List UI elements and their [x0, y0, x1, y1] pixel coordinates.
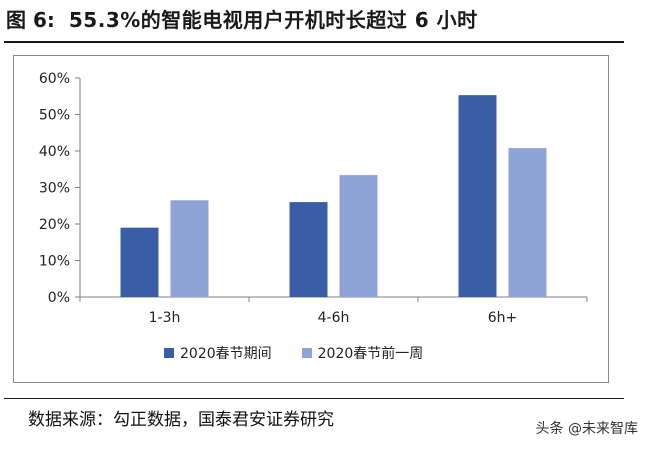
- x-tick-label: 6h+: [488, 310, 518, 326]
- bar-2-4-6h: [339, 175, 378, 297]
- source-divider: [4, 398, 624, 399]
- watermark: 头条 @未来智库: [535, 421, 638, 437]
- figure-title: 图 6: 55.3%的智能电视用户开机时长超过 6 小时: [6, 4, 478, 32]
- legend-swatch-series-2: [301, 348, 312, 358]
- y-tick-label: 0%: [48, 290, 70, 306]
- chart-legend: 2020春节期间 2020春节前一周: [164, 343, 423, 363]
- source-note: 数据来源：勾正数据，国泰君安证券研究: [28, 410, 334, 430]
- y-tick-label: 10%: [39, 254, 70, 270]
- x-tick-label: 4-6h: [318, 310, 350, 326]
- bar-1-4-6h: [289, 202, 328, 297]
- bar-chart: 0% 10% 20% 30% 40% 50% 60% 1-3h 4-6h 6h+: [39, 71, 588, 326]
- legend-swatch-series-1: [164, 348, 174, 358]
- x-tick-label: 1-3h: [149, 310, 181, 326]
- bar-1-1-3h: [120, 227, 159, 297]
- legend-item-series-2: 2020春节前一周: [301, 343, 424, 363]
- bar-2-1-3h: [170, 200, 209, 297]
- bar-1-6h+: [458, 95, 497, 297]
- legend-label-series-2: 2020春节前一周: [317, 346, 424, 362]
- figure-number: 图 6:: [6, 7, 55, 32]
- bar-2-6h+: [508, 148, 547, 297]
- legend-item-series-1: 2020春节期间: [164, 343, 272, 363]
- figure-title-text: 55.3%的智能电视用户开机时长超过 6 小时: [68, 7, 478, 32]
- title-divider: [4, 41, 624, 43]
- y-tick-label: 50%: [39, 108, 70, 124]
- y-tick-label: 30%: [39, 181, 70, 197]
- y-tick-label: 40%: [39, 144, 70, 160]
- y-tick-label: 20%: [39, 217, 70, 233]
- y-tick-label: 60%: [39, 71, 70, 87]
- legend-label-series-1: 2020春节期间: [180, 346, 272, 362]
- chart-frame: 0% 10% 20% 30% 40% 50% 60% 1-3h 4-6h 6h+ 2020春节期间…: [13, 55, 609, 383]
